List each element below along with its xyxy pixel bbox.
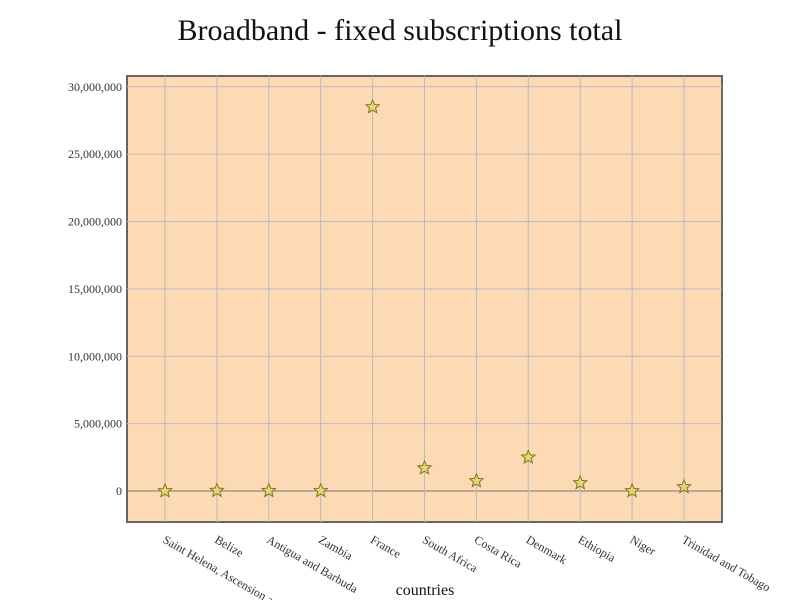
y-tick-label: 15,000,000	[68, 282, 122, 296]
star-marker	[676, 478, 692, 494]
star-marker	[260, 482, 277, 498]
x-axis-label: countries	[396, 582, 455, 599]
y-tick-label: 25,000,000	[68, 147, 122, 161]
marks	[157, 98, 692, 498]
x-tick-label: Zambia	[316, 532, 355, 563]
star-marker	[520, 449, 537, 465]
x-tick-label: South Africa	[420, 532, 480, 575]
y-tick-label: 10,000,000	[68, 349, 122, 363]
grid	[127, 76, 722, 522]
x-tick-label: Trinidad and Tobago	[680, 532, 773, 594]
x-tick-label: Costa Rica	[472, 532, 525, 571]
star-marker	[209, 482, 225, 498]
star-marker	[572, 474, 589, 490]
star-marker	[416, 459, 433, 475]
x-tick-label: Denmark	[524, 532, 570, 566]
x-tick-label: Antigua and Barbuda	[264, 532, 360, 596]
x-tick-label: Niger	[628, 532, 659, 558]
y-tick-label: 0	[116, 484, 122, 498]
x-tick-label: Belize	[212, 532, 246, 559]
x-tick-label: Ethiopia	[576, 532, 619, 565]
star-marker	[157, 482, 173, 498]
y-tick-label: 20,000,000	[68, 215, 122, 229]
chart-title: Broadband - fixed subscriptions total	[178, 14, 623, 47]
star-marker	[364, 98, 381, 114]
y-tick-label: 30,000,000	[68, 80, 122, 94]
star-marker	[312, 482, 329, 498]
y-tick-label: 5,000,000	[74, 417, 122, 431]
star-marker	[624, 482, 640, 498]
star-marker	[468, 472, 485, 488]
x-tick-label: France	[368, 532, 403, 560]
